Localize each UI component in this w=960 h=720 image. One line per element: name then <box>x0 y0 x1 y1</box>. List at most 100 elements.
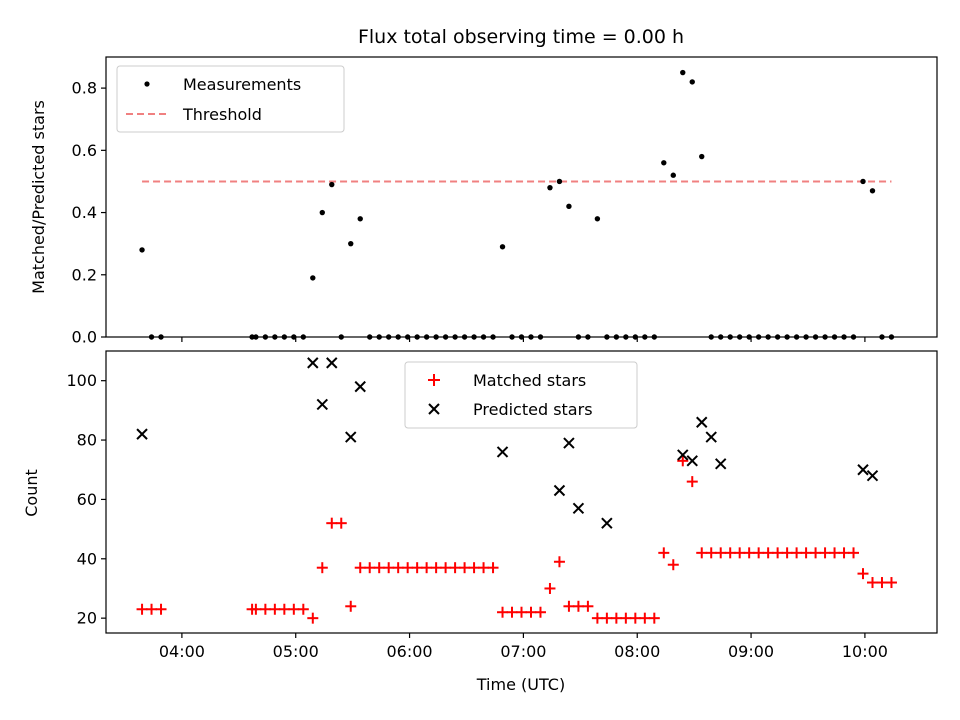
bottom-y-tick-label: 40 <box>77 549 97 568</box>
matched-star-point <box>544 582 556 594</box>
predicted-star-point <box>563 437 575 449</box>
predicted-star-point <box>866 469 879 482</box>
measurement-point <box>699 153 705 160</box>
predicted-star-point <box>686 455 698 467</box>
matched-star-point <box>791 547 803 559</box>
matched-star-point <box>667 559 679 571</box>
matched-star-point <box>772 547 784 559</box>
matched-star-point <box>288 603 300 615</box>
top-axes-frame <box>105 56 938 338</box>
top-y-tick-label: 0.2 <box>72 265 97 284</box>
measurement-point <box>680 69 686 76</box>
matched-star-point <box>136 603 148 615</box>
predicted-star-point <box>345 431 357 443</box>
predicted-star-point <box>572 502 585 515</box>
predicted-star-point <box>857 464 869 476</box>
matched-star-point <box>829 547 841 559</box>
bottom-x-tick-label: 04:00 <box>159 642 205 661</box>
matched-star-point <box>335 517 347 529</box>
matched-star-point <box>553 556 565 568</box>
measurement-point <box>139 247 145 253</box>
matched-star-point <box>326 517 338 529</box>
measurement-point <box>499 244 506 250</box>
matched-star-point <box>724 547 736 559</box>
predicted-star-point <box>677 449 689 461</box>
matched-star-point <box>478 562 490 574</box>
matched-star-point <box>269 603 281 615</box>
matched-star-point <box>440 562 452 574</box>
legend-predicted-label: Predicted stars <box>473 400 593 419</box>
bottom-x-tick-label: 08:00 <box>614 642 660 661</box>
matched-star-point <box>534 606 546 618</box>
matched-star-point <box>297 603 309 615</box>
matched-star-point <box>610 612 622 624</box>
predicted-star-point <box>715 458 727 470</box>
predicted-star-point <box>136 428 148 440</box>
matched-star-point <box>525 606 537 618</box>
measurement-point <box>348 240 354 247</box>
matched-star-point <box>316 562 328 574</box>
matched-star-point <box>449 562 461 574</box>
measurement-point <box>594 216 601 222</box>
matched-star-point <box>497 606 509 618</box>
predicted-star-point <box>316 398 328 411</box>
bottom-x-tick-label: 06:00 <box>387 642 433 661</box>
matched-star-point <box>373 562 385 574</box>
predicted-star-point <box>553 484 566 497</box>
matched-star-point <box>421 562 433 574</box>
measurement-point <box>547 184 553 191</box>
matched-star-point <box>629 612 641 624</box>
bottom-y-tick-label: 60 <box>77 490 97 509</box>
matched-star-point <box>259 603 271 615</box>
matched-star-point <box>781 547 793 559</box>
bottom-legend-box <box>404 361 638 429</box>
matched-star-point <box>639 612 651 624</box>
matched-star-point <box>601 612 613 624</box>
matched-star-point <box>383 562 395 574</box>
matched-star-point <box>364 562 376 574</box>
matched-star-point <box>250 603 262 615</box>
top-legend-box <box>116 65 345 133</box>
measurement-point <box>689 79 695 85</box>
matched-star-point <box>743 547 755 559</box>
top-y-tick-label: 0.8 <box>72 79 97 98</box>
measurement-point <box>869 188 876 194</box>
measurement-point <box>319 209 325 216</box>
matched-star-point <box>506 606 518 618</box>
matched-star-point <box>810 547 822 559</box>
matched-star-point <box>800 547 812 559</box>
predicted-star-point <box>354 380 366 393</box>
predicted-star-point <box>696 416 708 428</box>
bottom-x-tick-label: 05:00 <box>273 642 319 661</box>
matched-star-point <box>563 600 575 612</box>
matched-star-point <box>753 547 765 559</box>
matched-star-point <box>278 603 290 615</box>
matched-star-point <box>696 547 708 559</box>
bottom-legend: Matched stars Predicted stars <box>404 361 638 429</box>
matched-star-point <box>658 547 670 559</box>
matched-star-point <box>866 577 878 589</box>
bottom-x-tick-label: 07:00 <box>500 642 546 661</box>
bottom-axes-frame <box>105 350 938 634</box>
matched-star-point <box>155 603 167 615</box>
matched-star-point <box>582 600 594 612</box>
matched-star-point <box>468 562 480 574</box>
bottom-x-axis-label: Time (UTC) <box>476 675 565 694</box>
matched-star-point <box>677 455 689 467</box>
legend-measurements-marker <box>144 81 150 87</box>
top-legend: Measurements Threshold <box>116 65 345 133</box>
measurement-point <box>670 172 676 178</box>
matched-star-point <box>307 612 319 624</box>
matched-star-point <box>354 562 366 574</box>
top-y-tick-label: 0.4 <box>72 203 97 222</box>
bottom-y-axis-label: Count <box>22 469 41 517</box>
matched-star-point <box>885 577 897 589</box>
top-y-tick-label: 0.0 <box>72 328 97 347</box>
matched-star-point <box>572 600 584 612</box>
matched-star-point <box>648 612 660 624</box>
matched-star-point <box>411 562 423 574</box>
predicted-star-point <box>307 357 319 369</box>
matched-star-point <box>345 600 357 612</box>
matched-star-point <box>819 547 831 559</box>
